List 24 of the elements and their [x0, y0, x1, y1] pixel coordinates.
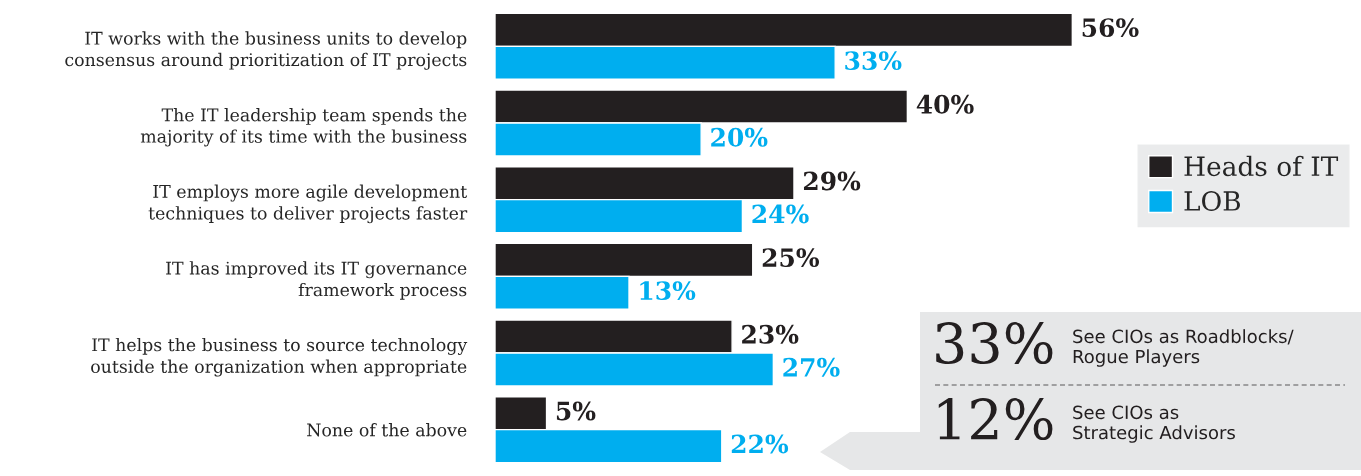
data-label: 29%	[803, 171, 861, 191]
legend-label: LOB	[1184, 191, 1240, 211]
data-label: 27%	[783, 357, 840, 377]
data-label: 33%	[845, 51, 902, 71]
data-label: 25%	[762, 248, 820, 268]
annotation: See CIOs as Roadblocks/ Rogue Players	[1073, 329, 1294, 367]
legend-label: Heads of IT	[1184, 155, 1339, 177]
data-label: 5%	[556, 401, 596, 421]
data-label: 56%	[1082, 18, 1139, 38]
annotation: 33%	[936, 322, 1053, 365]
y-tick-label: IT employs more agile development techniques to deliver projects faster	[148, 184, 468, 224]
y-tick-label: The IT leadership team spends the majority of its time with the business	[140, 108, 467, 147]
data-label: 40%	[916, 94, 974, 114]
y-tick-label: IT has improved its IT governance framework process	[166, 261, 467, 300]
data-label: 20%	[711, 127, 768, 147]
y-tick-label: None of the above	[307, 423, 467, 437]
data-label: 22%	[731, 434, 789, 454]
annotation: See CIOs as Strategic Advisors	[1073, 405, 1235, 443]
annotation: 12%	[938, 398, 1053, 441]
data-label: 23%	[742, 324, 799, 344]
data-label: 13%	[640, 281, 696, 301]
y-tick-label: IT works with the business units to develop consensus around prioritization of IT projects	[65, 31, 467, 70]
y-tick-label: IT helps the business to source technology outside the organization when appropriate	[91, 337, 468, 377]
data-label: 24%	[752, 204, 809, 224]
